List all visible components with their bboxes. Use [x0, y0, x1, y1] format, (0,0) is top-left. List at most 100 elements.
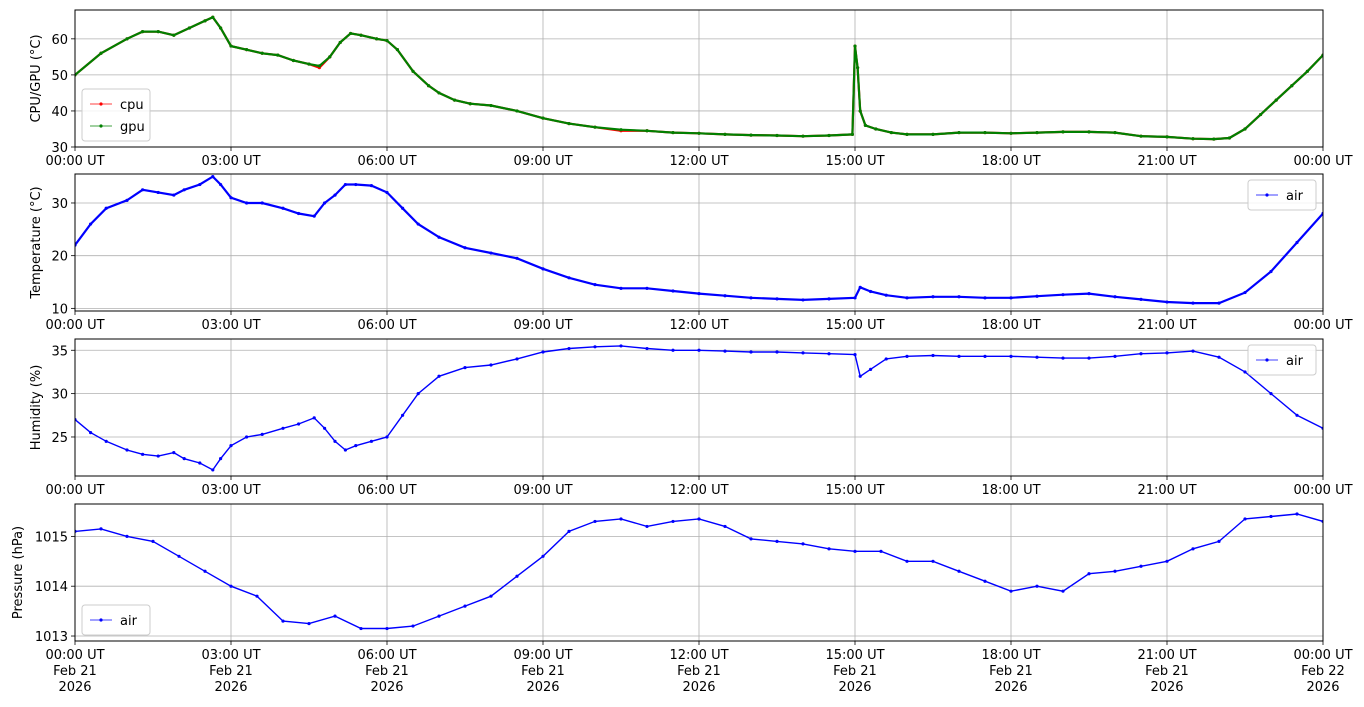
data-point [1243, 370, 1247, 374]
data-point [1243, 127, 1247, 131]
x-tick-label: 18:00 UT [981, 154, 1040, 169]
data-point [203, 19, 207, 23]
x-tick-label: 00:00 UT Feb 21 2026 [45, 648, 104, 695]
data-point [1295, 240, 1299, 245]
x-tick-label: 06:00 UT [357, 154, 416, 169]
data-point [323, 201, 327, 205]
data-point [1087, 356, 1091, 360]
data-point [172, 33, 176, 37]
data-point [369, 439, 373, 443]
y-tick-label: 30 [51, 388, 68, 403]
data-point [1191, 349, 1195, 353]
subplot-2: 00:00 UT 03:00 UT 06:00 UT 09:00 UT 12:00 UT… [29, 173, 1353, 333]
subplot-4: 00:00 UT Feb 21 2026 03:00 UT Feb 21 2026 06:0… [11, 503, 1353, 695]
data-point [515, 109, 519, 113]
data-point [187, 26, 191, 30]
data-point [515, 256, 519, 260]
legend-box [1247, 179, 1317, 211]
data-point [905, 354, 909, 358]
data-point [156, 30, 160, 34]
data-point [723, 349, 727, 353]
data-point [863, 123, 868, 127]
data-point [905, 296, 909, 300]
x-tick-label: 21:00 UT [1137, 154, 1196, 169]
data-point [884, 357, 888, 361]
data-point [359, 33, 363, 37]
data-point [858, 374, 862, 378]
data-point [1217, 539, 1221, 543]
data-point [141, 188, 145, 192]
legend-entry: cpu [120, 98, 144, 113]
y-tick-label: 1015 [35, 530, 68, 545]
data-point [1009, 354, 1013, 358]
data-point [957, 295, 961, 299]
data-point [853, 549, 857, 553]
data-point [156, 454, 160, 458]
data-point [385, 435, 389, 439]
data-point [1035, 355, 1039, 359]
data-point [211, 468, 215, 472]
data-point [884, 293, 888, 297]
data-point [1009, 589, 1013, 593]
data-point [151, 539, 155, 543]
data-point [125, 37, 129, 41]
data-point [775, 297, 779, 301]
data-point [749, 537, 753, 541]
data-point [1227, 136, 1231, 140]
data-point [354, 444, 358, 448]
x-tick-label: 12:00 UT Feb 21 2026 [669, 648, 728, 695]
plot-frame [74, 503, 1324, 642]
data-point [359, 626, 363, 631]
legend-box [81, 88, 151, 142]
data-point [401, 206, 405, 210]
data-point [697, 517, 701, 521]
y-axis-label: Temperature (°C) [29, 186, 44, 299]
data-point [1269, 392, 1273, 396]
legend: cpu gpu [81, 88, 151, 142]
data-point [983, 130, 987, 135]
data-point [869, 289, 873, 294]
data-point [437, 614, 441, 618]
data-point [343, 182, 347, 187]
x-tick-label: 21:00 UT Feb 21 2026 [1137, 648, 1196, 695]
data-point [541, 116, 545, 120]
data-point [1191, 301, 1195, 305]
y-axis-label: CPU/GPU (°C) [29, 34, 44, 122]
data-point [1295, 512, 1299, 516]
data-point [1087, 572, 1091, 576]
data-point [567, 121, 571, 126]
data-point [245, 435, 249, 439]
data-point [333, 439, 337, 443]
data-point [99, 51, 103, 55]
data-point [567, 276, 571, 280]
data-point [801, 134, 805, 138]
data-point [411, 624, 415, 628]
x-tick-label: 18:00 UT [981, 318, 1040, 333]
data-point [541, 267, 545, 271]
data-point [1139, 297, 1143, 302]
data-point [858, 285, 862, 289]
x-tick-label: 06:00 UT [357, 318, 416, 333]
data-point [343, 448, 347, 452]
x-tick-label: 15:00 UT [825, 154, 884, 169]
data-point [1269, 514, 1273, 519]
x-tick-label: 00:00 UT Feb 22 2026 [1293, 648, 1352, 695]
data-point [1165, 351, 1169, 355]
data-point [850, 132, 855, 136]
data-point [1259, 112, 1263, 117]
series-gpu [75, 15, 1323, 141]
data-point [198, 182, 202, 187]
data-point [1061, 293, 1065, 297]
data-point [697, 131, 701, 135]
x-tick-label: 09:00 UT [513, 483, 572, 498]
legend: air [1247, 179, 1317, 211]
data-point [801, 542, 805, 546]
data-point [1113, 354, 1117, 358]
data-point [260, 51, 264, 55]
data-point [1009, 296, 1013, 300]
legend: air [1247, 344, 1317, 376]
y-tick-label: 30 [51, 197, 68, 212]
data-point [141, 452, 145, 456]
data-point [931, 132, 935, 136]
